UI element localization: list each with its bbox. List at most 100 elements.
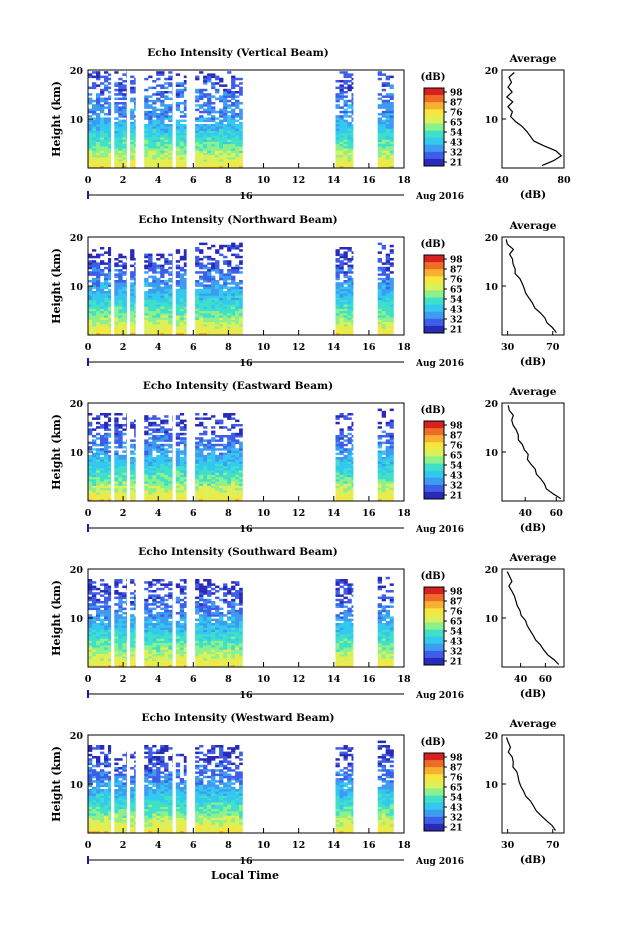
heatmap-cell: [227, 275, 232, 279]
heatmap-cell: [335, 459, 340, 462]
panel-4: Echo Intensity (Southward Beam)2010Heigh…: [50, 546, 565, 701]
heatmap-cell: [223, 308, 228, 312]
heatmap-cell: [183, 150, 187, 153]
heatmap-cell: [96, 415, 101, 418]
heatmap-cell: [203, 459, 208, 462]
heatmap-cell: [96, 159, 101, 162]
heatmap-cell: [88, 154, 93, 158]
heatmap-cell: [108, 481, 112, 484]
heatmap-cell: [207, 498, 212, 502]
heatmap-cell: [144, 99, 149, 103]
heatmap-cell: [219, 481, 224, 484]
heatmap-cell: [223, 148, 228, 151]
heatmap-cell: [88, 332, 93, 336]
heatmap-cell: [164, 448, 169, 451]
heatmap-cell: [339, 117, 344, 120]
heatmap-cell: [108, 645, 112, 648]
heatmap-cell: [343, 310, 348, 314]
heatmap-cell: [343, 483, 348, 486]
heatmap-cell: [104, 592, 109, 595]
heatmap-cell: [207, 97, 212, 101]
heatmap-cell: [219, 275, 224, 279]
heatmap-cell: [88, 128, 93, 131]
heatmap-cell: [152, 662, 157, 666]
heatmap-cell: [160, 93, 165, 96]
heatmap-cell: [211, 275, 216, 279]
heatmap-cell: [108, 97, 112, 101]
heatmap-cell: [104, 470, 109, 473]
heatmap-cell: [343, 443, 348, 447]
heatmap-cell: [122, 417, 127, 420]
heatmap-cell: [377, 288, 382, 292]
heatmap-cell: [239, 165, 243, 169]
heatmap-cell: [100, 660, 105, 663]
heatmap-cell: [88, 483, 93, 486]
heatmap-cell: [126, 472, 127, 475]
heatmap-cell: [148, 308, 153, 312]
heatmap-cell: [92, 598, 97, 602]
heatmap-cell: [108, 634, 112, 637]
heatmap-cell: [381, 317, 386, 320]
heatmap-cell: [389, 161, 394, 164]
heatmap-cell: [88, 413, 93, 416]
heatmap-cell: [223, 113, 228, 116]
heatmap-cell: [126, 75, 127, 79]
heatmap-cell: [160, 163, 165, 167]
heatmap-cell: [227, 324, 232, 327]
heatmap-cell: [160, 651, 165, 655]
heatmap-cell: [118, 108, 123, 112]
heatmap-cell: [156, 284, 161, 287]
heatmap-cell: [130, 492, 135, 495]
heatmap-cell: [118, 324, 123, 327]
heatmap-cell: [199, 154, 204, 158]
heatmap-cell: [207, 143, 212, 147]
heatmap-cell: [160, 476, 165, 480]
heatmap-cell: [100, 330, 105, 334]
x-tick-label: 0: [85, 508, 92, 519]
heatmap-cell: [215, 443, 220, 447]
heatmap-cell: [160, 150, 165, 153]
heatmap-cell: [96, 154, 101, 158]
heatmap-cell: [211, 284, 216, 287]
heatmap-cell: [100, 487, 105, 491]
heatmap-cell: [148, 330, 153, 334]
heatmap-cell: [199, 251, 204, 254]
heatmap-cell: [389, 295, 394, 298]
heatmap-cell: [347, 104, 352, 107]
heatmap-cell: [183, 128, 187, 131]
heatmap-cell: [343, 461, 348, 464]
heatmap-cell: [126, 299, 127, 303]
heatmap-cell: [144, 117, 149, 120]
heatmap-cell: [92, 463, 97, 467]
heatmap-cell: [385, 472, 390, 475]
heatmap-cell: [377, 277, 382, 281]
heatmap-cell: [351, 474, 354, 478]
heatmap-cell: [114, 97, 119, 101]
heatmap-cell: [215, 91, 220, 94]
heatmap-cell: [96, 157, 101, 160]
heatmap-cell: [168, 653, 173, 657]
heatmap-cell: [104, 590, 109, 593]
heatmap-cell: [347, 302, 352, 305]
heatmap-cell: [164, 97, 169, 101]
colorbar-tick-label: 43: [450, 472, 463, 482]
heatmap-cell: [96, 662, 101, 666]
heatmap-cell: [207, 80, 212, 83]
heatmap-cell: [381, 143, 386, 147]
heatmap-cell: [339, 124, 344, 127]
heatmap-cell: [152, 424, 157, 427]
heatmap-cell: [227, 297, 232, 301]
heatmap-cell: [343, 498, 348, 502]
heatmap-cell: [385, 288, 390, 292]
heatmap-cell: [100, 157, 105, 160]
heatmap-cell: [130, 607, 135, 611]
heatmap-cell: [351, 319, 354, 323]
heatmap-cell: [219, 247, 224, 250]
heatmap-cell: [108, 132, 112, 136]
heatmap-cell: [164, 163, 169, 167]
heatmap-cell: [130, 310, 135, 314]
heatmap-cell: [389, 150, 394, 153]
heatmap-cell: [118, 154, 123, 158]
heatmap-cell: [335, 446, 340, 449]
